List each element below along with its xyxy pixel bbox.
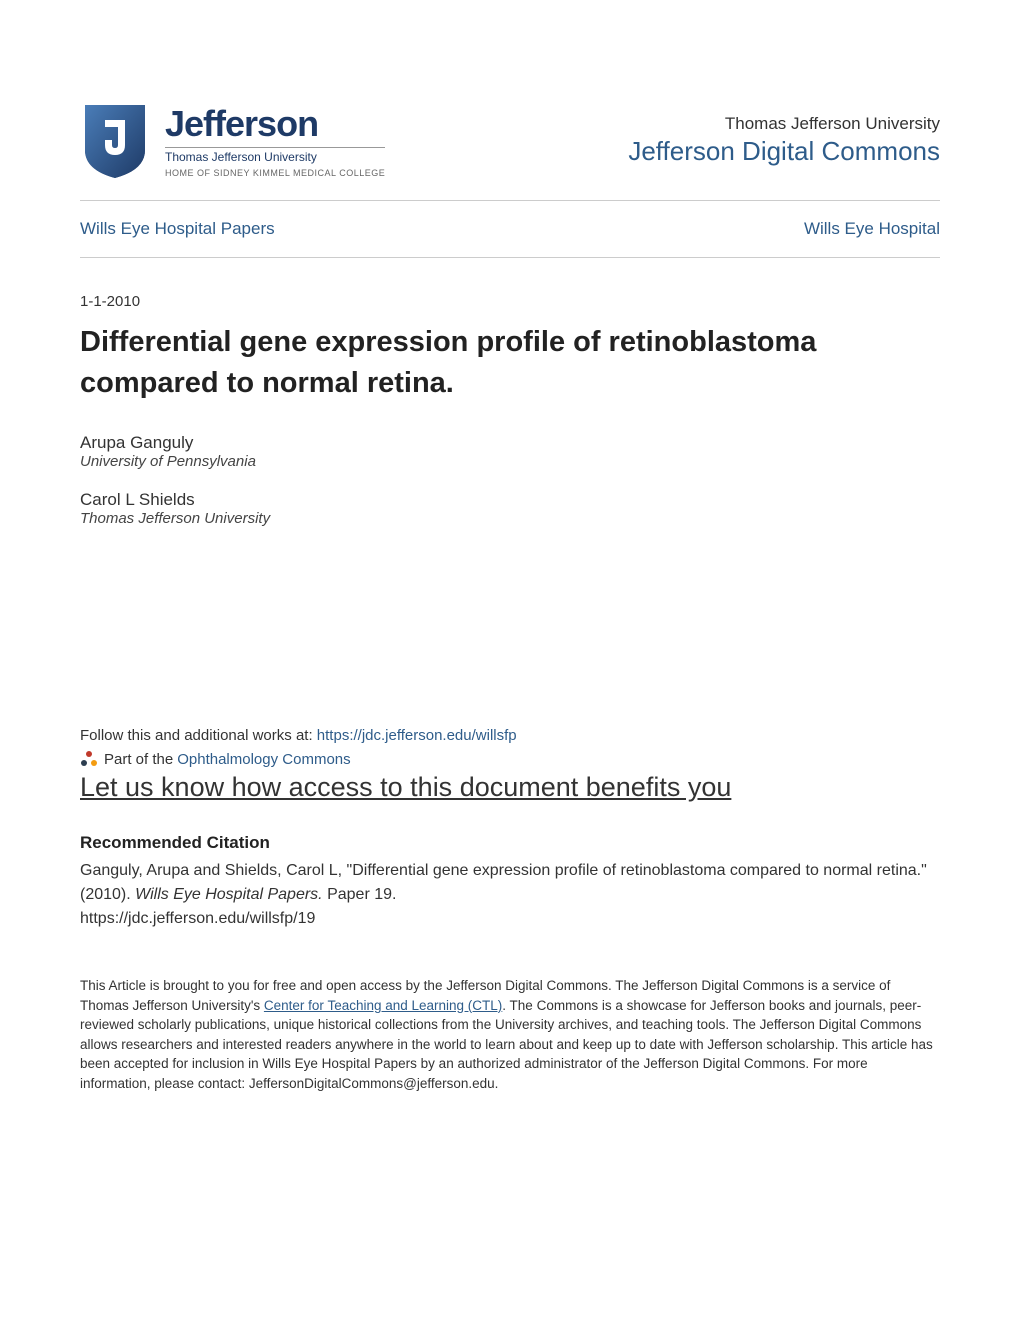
breadcrumb-nav: Wills Eye Hospital Papers Wills Eye Hosp… xyxy=(80,211,940,247)
author-block: Carol L Shields Thomas Jefferson Univers… xyxy=(80,490,940,527)
author-block: Arupa Ganguly University of Pennsylvania xyxy=(80,433,940,470)
follow-line: Follow this and additional works at: htt… xyxy=(80,727,940,744)
logo-text-block: Jefferson Thomas Jefferson University HO… xyxy=(165,103,385,178)
author-affiliation: Thomas Jefferson University xyxy=(80,510,940,527)
logo-block: Jefferson Thomas Jefferson University HO… xyxy=(80,100,385,180)
jefferson-shield-icon xyxy=(80,100,150,180)
author-affiliation: University of Pennsylvania xyxy=(80,453,940,470)
university-name: Thomas Jefferson University xyxy=(628,114,940,134)
author-name: Carol L Shields xyxy=(80,490,940,510)
article-title: Differential gene expression profile of … xyxy=(80,322,940,403)
header-row: Jefferson Thomas Jefferson University HO… xyxy=(80,100,940,180)
part-of-prefix: Part of the xyxy=(104,751,173,768)
citation-text: Ganguly, Arupa and Shields, Carol L, "Di… xyxy=(80,859,940,931)
part-of-row: Part of the Ophthalmology Commons xyxy=(80,750,940,768)
nav-right-link[interactable]: Wills Eye Hospital xyxy=(804,219,940,239)
citation-part2: Paper 19. xyxy=(323,886,397,903)
ctl-link[interactable]: Center for Teaching and Learning (CTL) xyxy=(264,998,502,1013)
nav-left-link[interactable]: Wills Eye Hospital Papers xyxy=(80,219,275,239)
divider-line xyxy=(80,257,940,258)
recommended-citation-heading: Recommended Citation xyxy=(80,833,940,853)
divider-line xyxy=(80,200,940,201)
digital-commons-link[interactable]: Jefferson Digital Commons xyxy=(628,136,940,167)
logo-sub-text: Thomas Jefferson University xyxy=(165,147,385,164)
citation-url: https://jdc.jefferson.edu/willsfp/19 xyxy=(80,910,315,927)
footer-text: This Article is brought to you for free … xyxy=(80,976,940,1093)
logo-main-text: Jefferson xyxy=(165,103,385,145)
author-name: Arupa Ganguly xyxy=(80,433,940,453)
network-icon xyxy=(80,750,98,768)
follow-text: Follow this and additional works at: xyxy=(80,727,317,744)
logo-sub2-text: HOME OF SIDNEY KIMMEL MEDICAL COLLEGE xyxy=(165,168,385,178)
benefits-link[interactable]: Let us know how access to this document … xyxy=(80,772,940,803)
commons-link[interactable]: Ophthalmology Commons xyxy=(177,751,350,768)
follow-url-link[interactable]: https://jdc.jefferson.edu/willsfp xyxy=(317,727,517,744)
follow-section: Follow this and additional works at: htt… xyxy=(80,727,940,803)
citation-journal: Wills Eye Hospital Papers. xyxy=(135,886,322,903)
publication-date: 1-1-2010 xyxy=(80,293,940,310)
header-right: Thomas Jefferson University Jefferson Di… xyxy=(628,114,940,167)
